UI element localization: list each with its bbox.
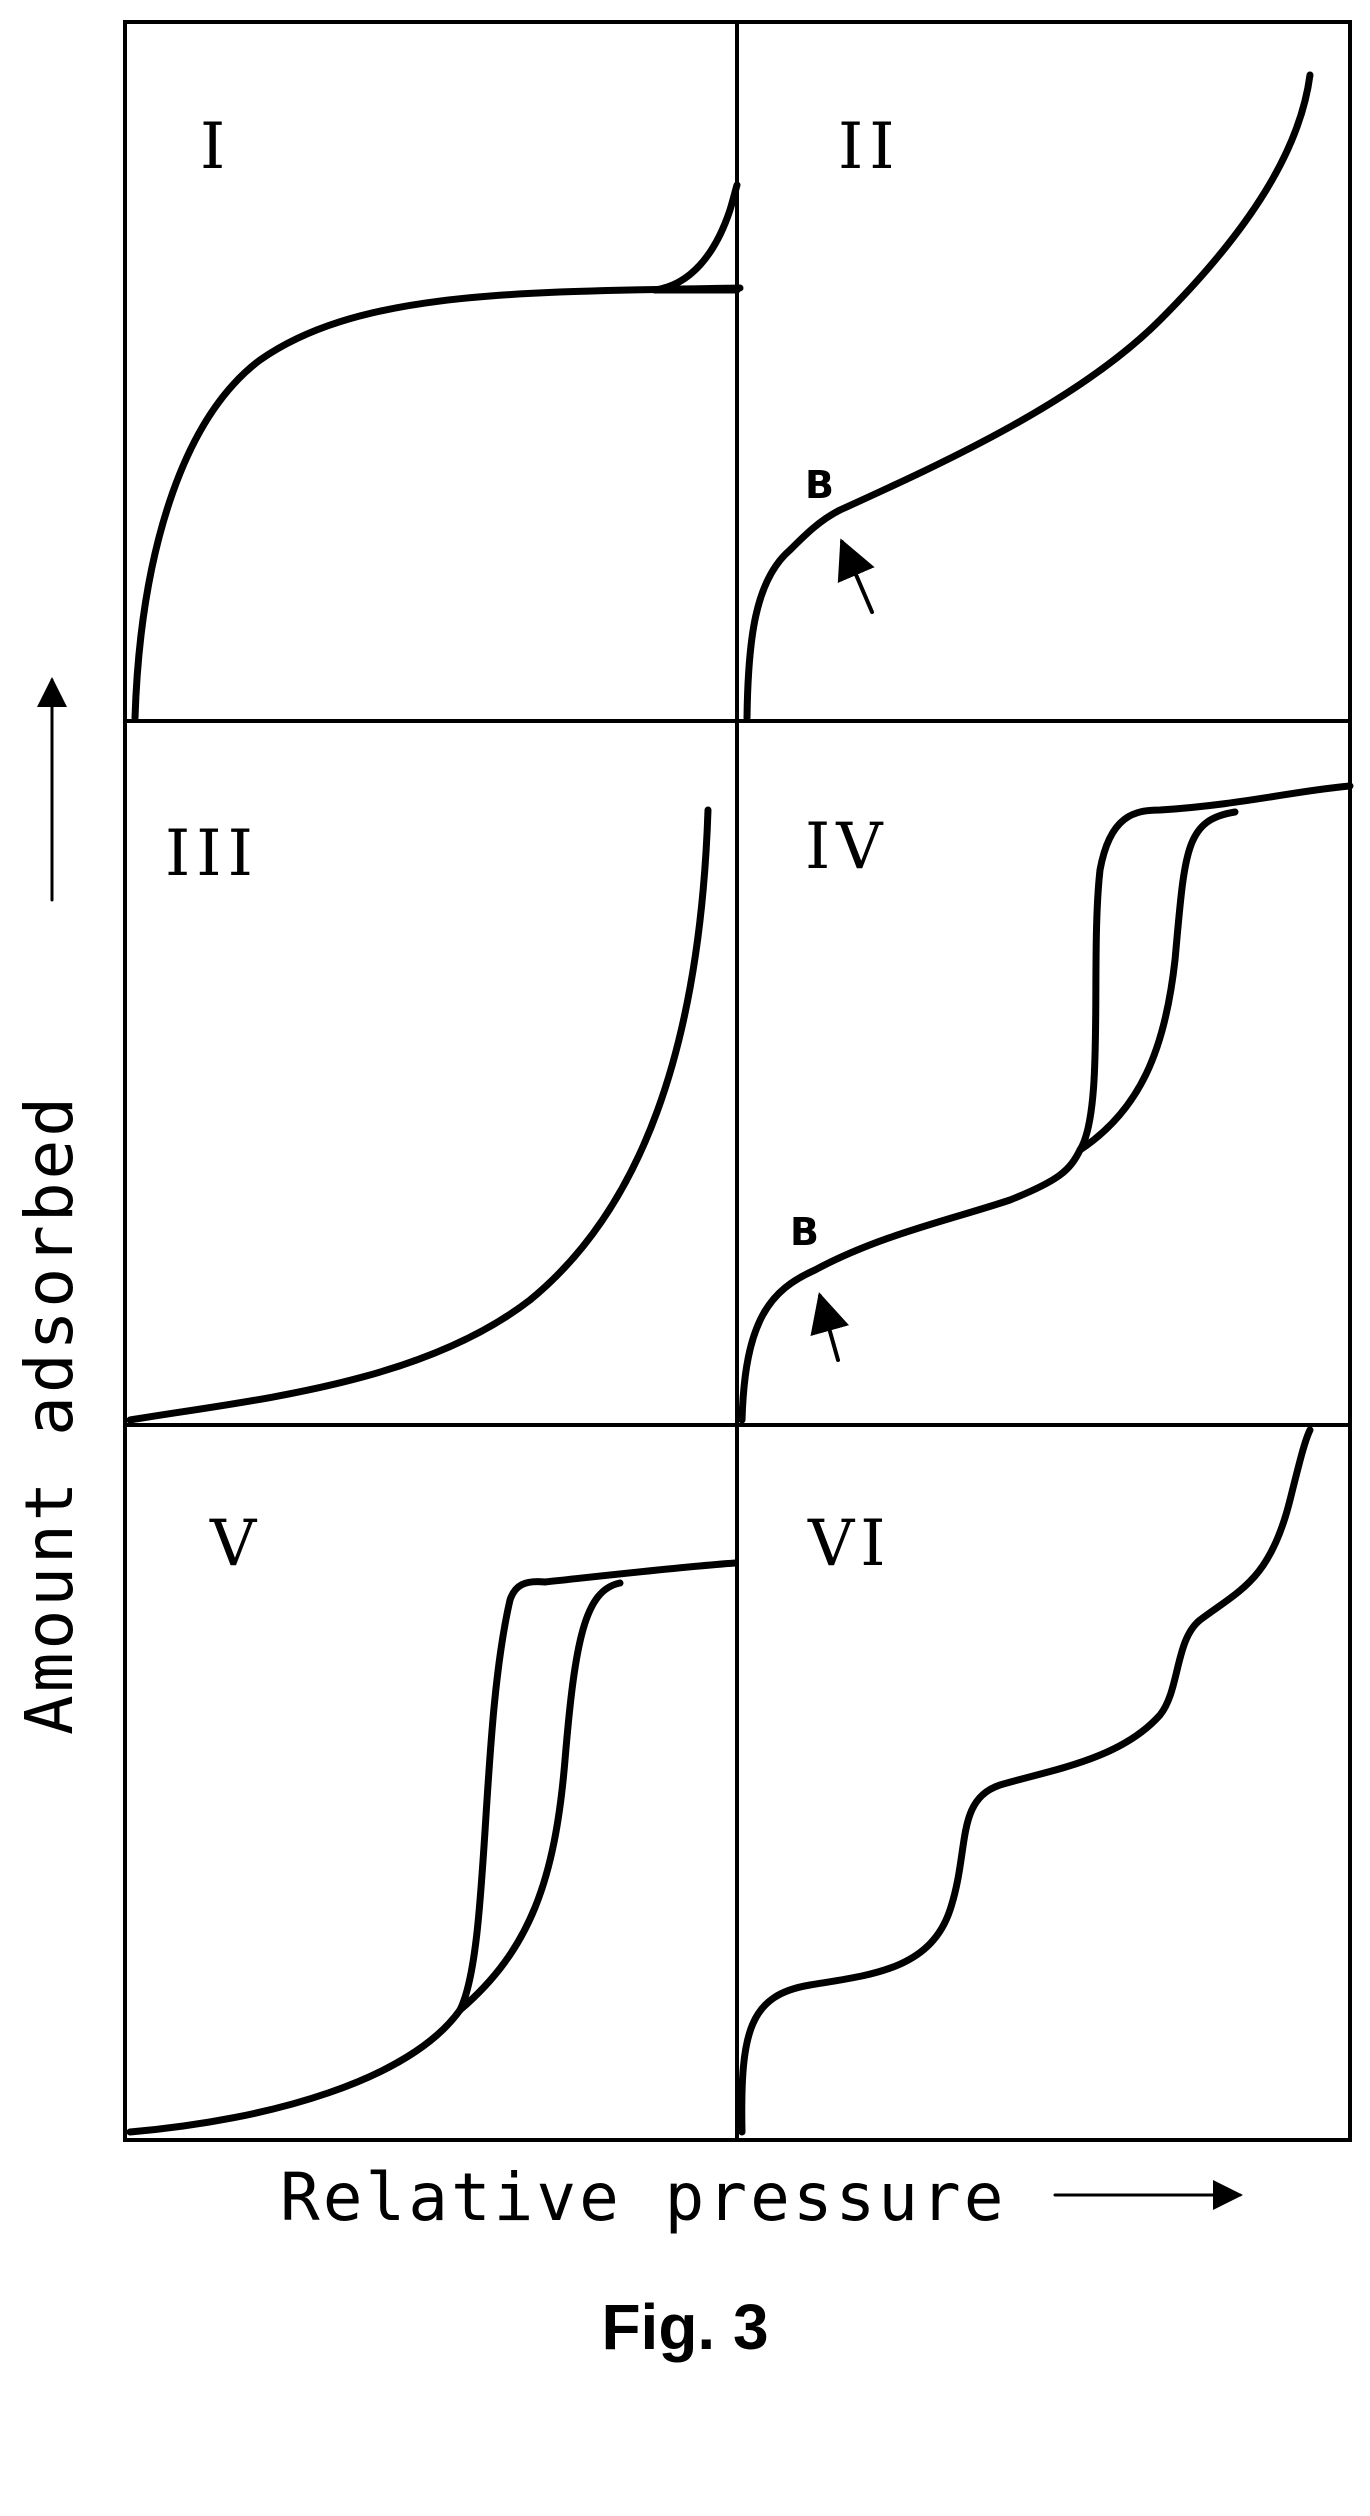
panel-III-isotherm — [130, 810, 708, 1420]
panel-label-II: II — [838, 110, 901, 184]
point-B-label-IV: B — [790, 1210, 819, 1254]
panel-label-VI: VI — [807, 1507, 892, 1581]
y-axis-label: Amount adsorbed — [11, 1094, 88, 1735]
figure-caption: Fig. 3 — [0, 2290, 1370, 2364]
panel-label-III: III — [165, 817, 259, 891]
panel-II-isotherm: B — [747, 75, 1310, 718]
point-B-arrow-II — [842, 542, 872, 612]
x-axis-label: Relative pressure — [280, 2159, 1007, 2236]
point-B-label-II: B — [805, 463, 834, 507]
panel-V-isotherm — [130, 1563, 735, 2132]
panel-I-isotherm — [135, 185, 740, 718]
panel-label-I: I — [200, 110, 231, 184]
point-B-arrow-IV — [820, 1296, 838, 1360]
panel-label-V: V — [209, 1507, 262, 1581]
panel-label-IV: IV — [805, 810, 889, 884]
